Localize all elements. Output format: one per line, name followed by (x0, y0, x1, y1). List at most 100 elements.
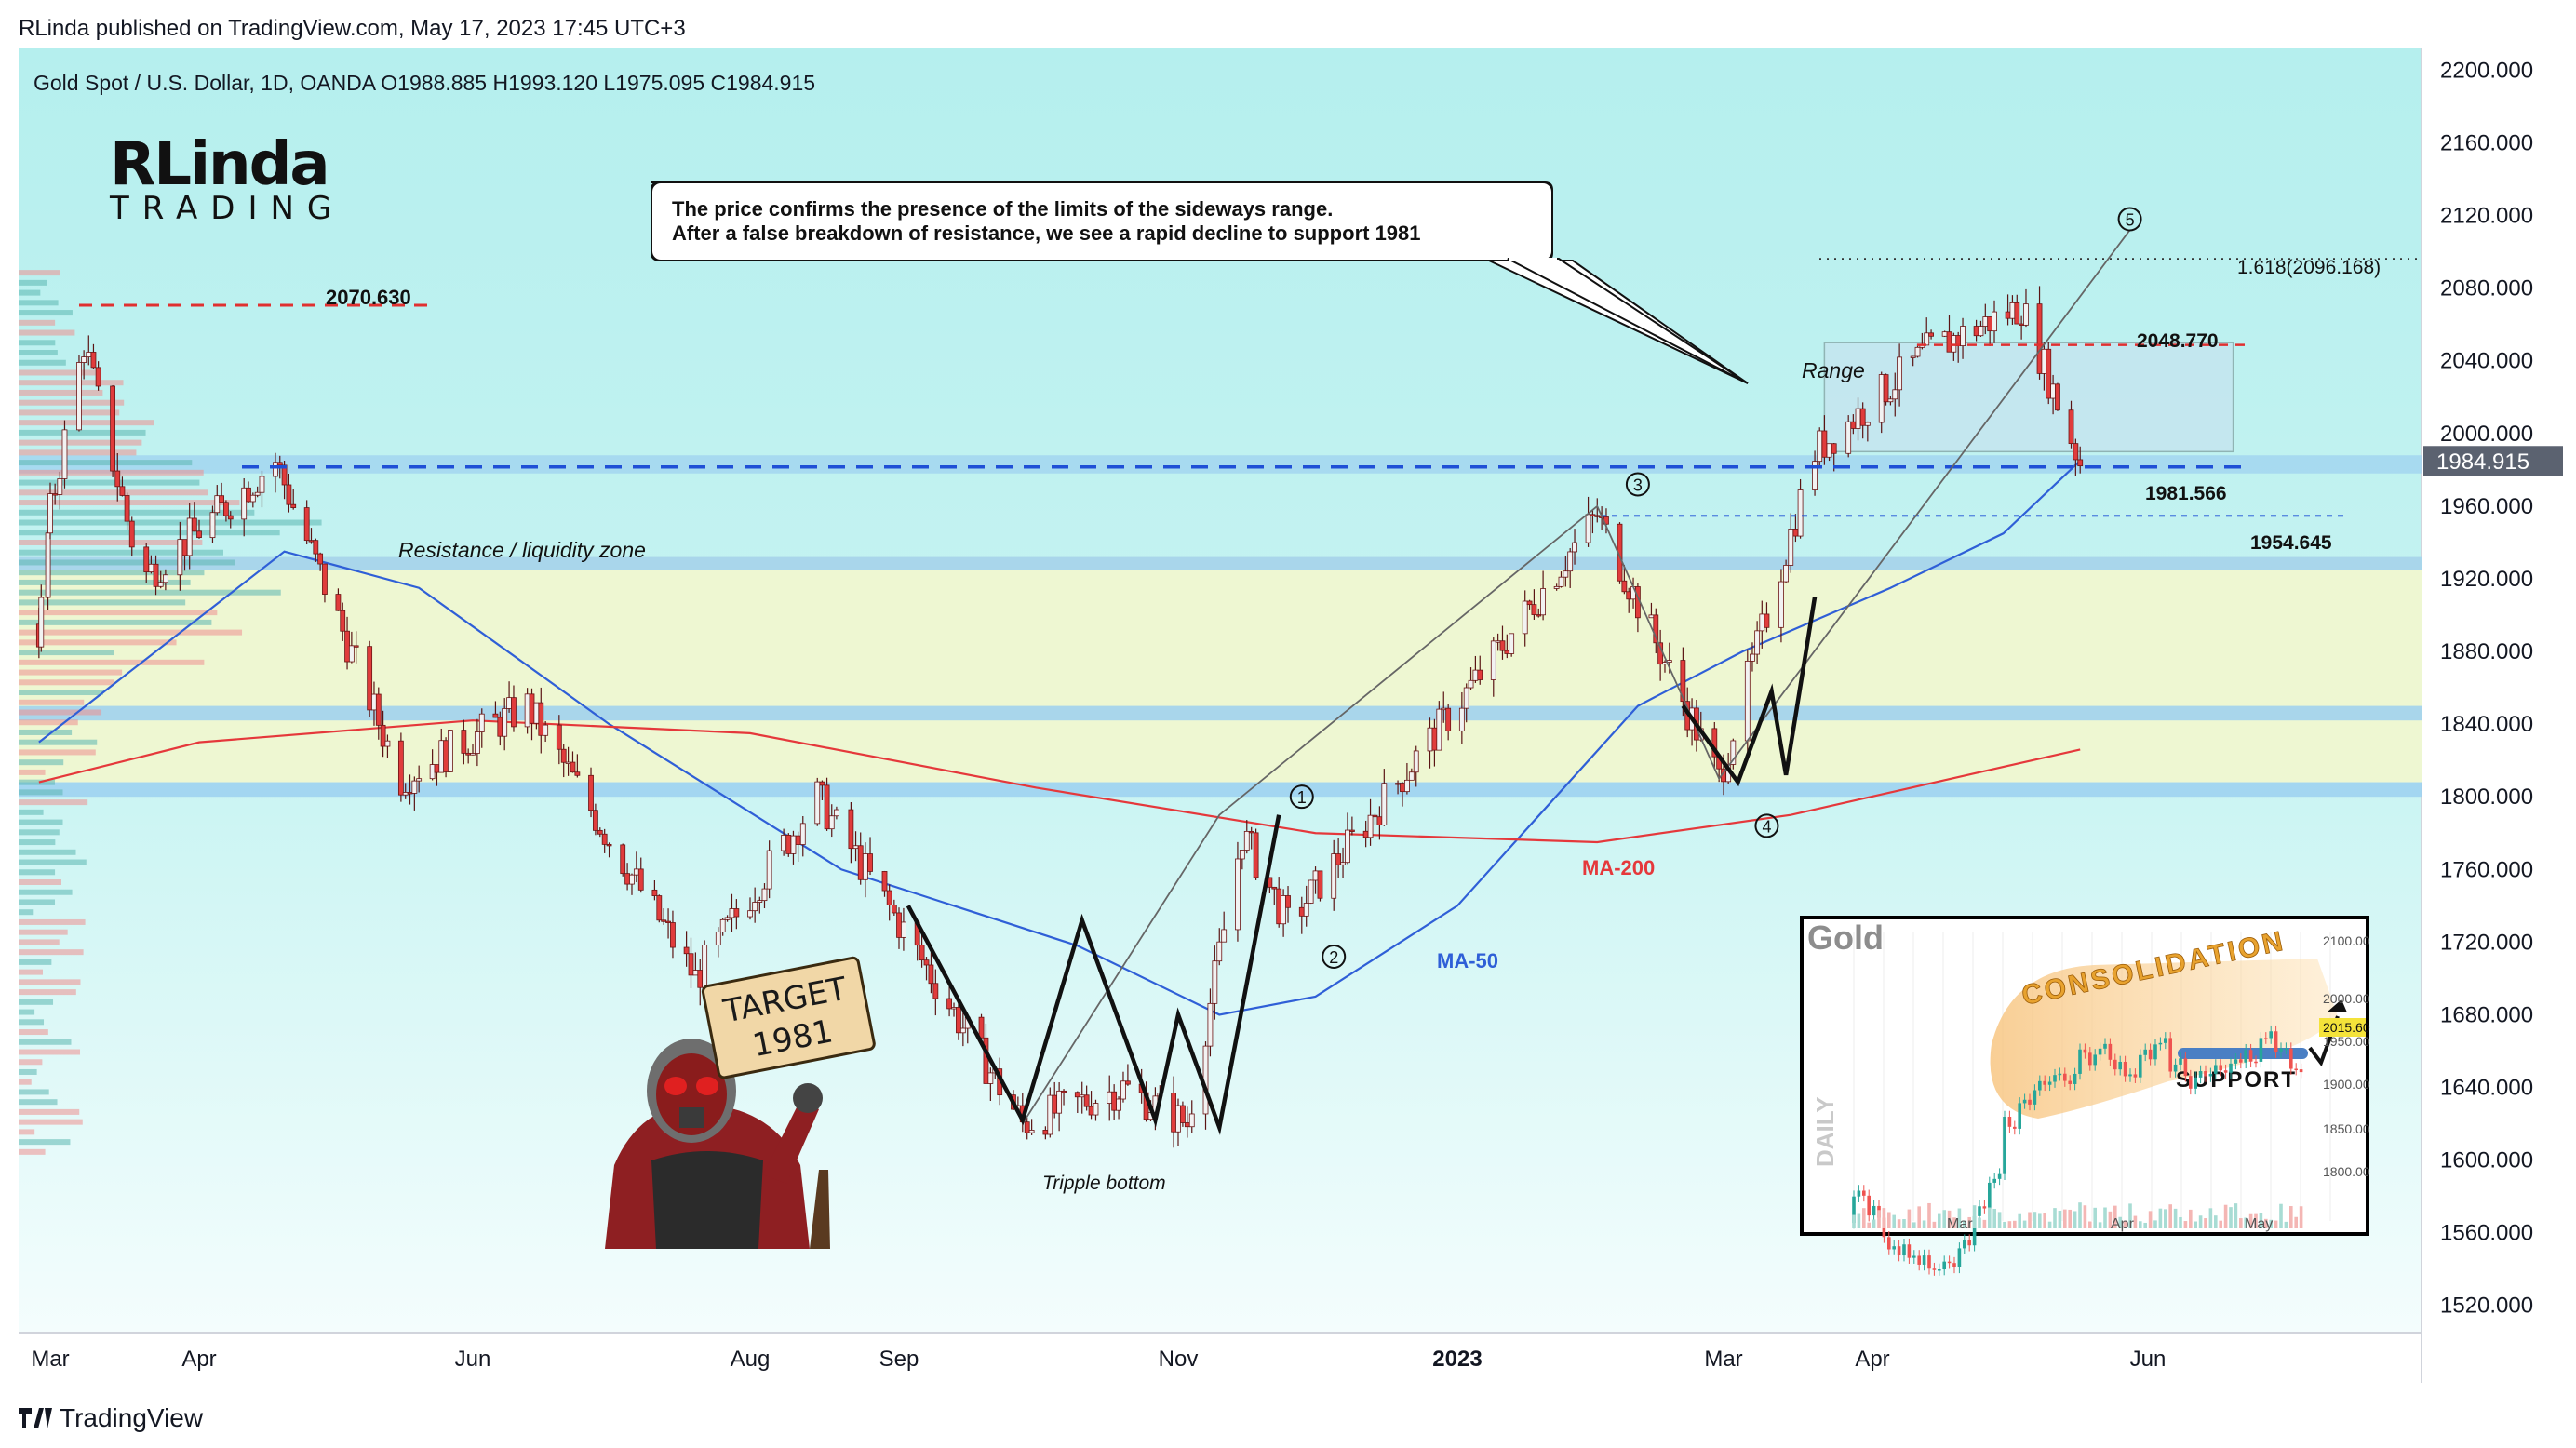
inset-x-tick: Apr (2111, 1216, 2135, 1232)
candle-body (1495, 640, 1501, 643)
inset-volume-bar (2284, 1221, 2288, 1228)
candle-body (2073, 443, 2079, 461)
candle-body (191, 517, 197, 532)
volume-profile-bar (19, 519, 322, 526)
inset-chart: GoldDAILYCONSOLIDATIONSUPPORT2100.002000… (1800, 916, 2370, 1276)
candle-body (790, 835, 797, 854)
wave-marker-text: 1 (1297, 788, 1307, 807)
candle-body (95, 367, 101, 387)
candle-body (2046, 348, 2052, 399)
y-tick-label: 1600.000 (2440, 1148, 2533, 1173)
volume-profile-bar (19, 319, 56, 326)
candle-body (1883, 374, 1889, 403)
inset-y-tick: 2100.00 (2323, 933, 2370, 948)
inset-volume-bar (1997, 1212, 2002, 1228)
candle-body (461, 730, 467, 754)
candle-body (1340, 862, 1346, 865)
candle-body (1928, 332, 1934, 337)
character-illustration (605, 1039, 830, 1249)
volume-profile-bar (19, 270, 60, 276)
inset-volume-bar (2123, 1220, 2127, 1228)
inset-volume-bar (2219, 1220, 2222, 1228)
inset-volume-bar (2254, 1213, 2258, 1228)
candle-body (259, 476, 265, 493)
inset-volume-bar (1967, 1216, 1971, 1228)
candle-body (1079, 1094, 1085, 1098)
volume-profile-bar (19, 639, 177, 646)
candle-body (397, 740, 404, 796)
inset-candle (2254, 1061, 2258, 1064)
candle-body (1946, 331, 1952, 353)
candle-body (371, 693, 377, 711)
candle-body (946, 998, 952, 1010)
candle-body (1887, 398, 1894, 403)
inset-volume-bar (2093, 1207, 2097, 1228)
candle-body (624, 873, 630, 885)
candle-body (128, 520, 135, 548)
candle-body (1024, 1121, 1030, 1133)
x-tick-label: Sep (879, 1347, 919, 1372)
volume-profile-bar (19, 589, 281, 596)
candle-body (1312, 870, 1319, 881)
candle-body (978, 1016, 985, 1039)
inset-volume-bar (2043, 1213, 2046, 1228)
callout-line-2: After a false breakdown of resistance, w… (672, 221, 1421, 245)
candle-body (1754, 630, 1761, 655)
inset-volume-bar (2083, 1205, 2087, 1228)
candle-body (1175, 1105, 1181, 1133)
candle-body (1107, 1091, 1113, 1104)
candle-body (1042, 1130, 1049, 1135)
candle-body (923, 959, 930, 966)
inset-candle (2013, 1126, 2017, 1129)
candle-body (538, 702, 544, 736)
y-tick-label: 1800.000 (2440, 784, 2533, 810)
candle-body (348, 645, 355, 663)
candle-body (1821, 430, 1828, 458)
inset-volume-bar (1917, 1206, 1921, 1228)
inset-volume-bar (2148, 1211, 2153, 1228)
candle-body (556, 724, 562, 750)
inset-volume-bar (2143, 1222, 2147, 1228)
candle-body (1061, 1090, 1067, 1093)
inset-candle (2083, 1049, 2087, 1053)
candle-body (1056, 1090, 1063, 1114)
y-tick-label: 1640.000 (2440, 1075, 2533, 1100)
candle-body (1982, 316, 1989, 327)
volume-profile-bar (19, 310, 73, 316)
inset-candle (2274, 1031, 2278, 1052)
level-1981-label: 1981.566 (2145, 483, 2227, 504)
inset-volume-bar (1938, 1213, 1941, 1228)
candle-body (1778, 581, 1784, 628)
candle-body (380, 724, 386, 747)
candle-body (246, 487, 251, 503)
candle-body (1116, 1098, 1121, 1111)
candle-body (119, 486, 126, 496)
candle-body (322, 563, 328, 595)
price-axis[interactable] (2422, 48, 2576, 1383)
time-axis[interactable] (0, 1333, 2422, 1383)
inset-candle (2007, 1116, 2012, 1127)
volume-profile-bar (19, 989, 76, 996)
tradingview-logo[interactable]: TradingView (19, 1403, 203, 1433)
candle-body (733, 908, 740, 918)
candle-body (1850, 421, 1857, 429)
inset-candle (2078, 1049, 2082, 1074)
candle-body (47, 493, 53, 534)
candle-body (785, 835, 792, 854)
volume-profile-bar (19, 479, 200, 486)
inset-title: Gold (1807, 918, 1884, 957)
inset-candle (2148, 1049, 2153, 1060)
volume-profile-bar (19, 979, 81, 985)
candle-body (1093, 1103, 1099, 1116)
inset-candle (2179, 1058, 2182, 1065)
inset-candle (2208, 1073, 2213, 1077)
volume-profile-bar (19, 429, 146, 436)
volume-profile-bar (19, 530, 280, 536)
candle-body (1404, 779, 1410, 793)
wave4-zigzag (1681, 597, 1818, 787)
chart-canvas[interactable]: 1 2 3 4 5 The price confirms the presence of … (0, 48, 2576, 1383)
candle-body (597, 829, 603, 835)
volume-profile-bar (19, 1099, 58, 1106)
candle-body (1590, 514, 1596, 516)
volume-profile-bar (19, 709, 102, 716)
